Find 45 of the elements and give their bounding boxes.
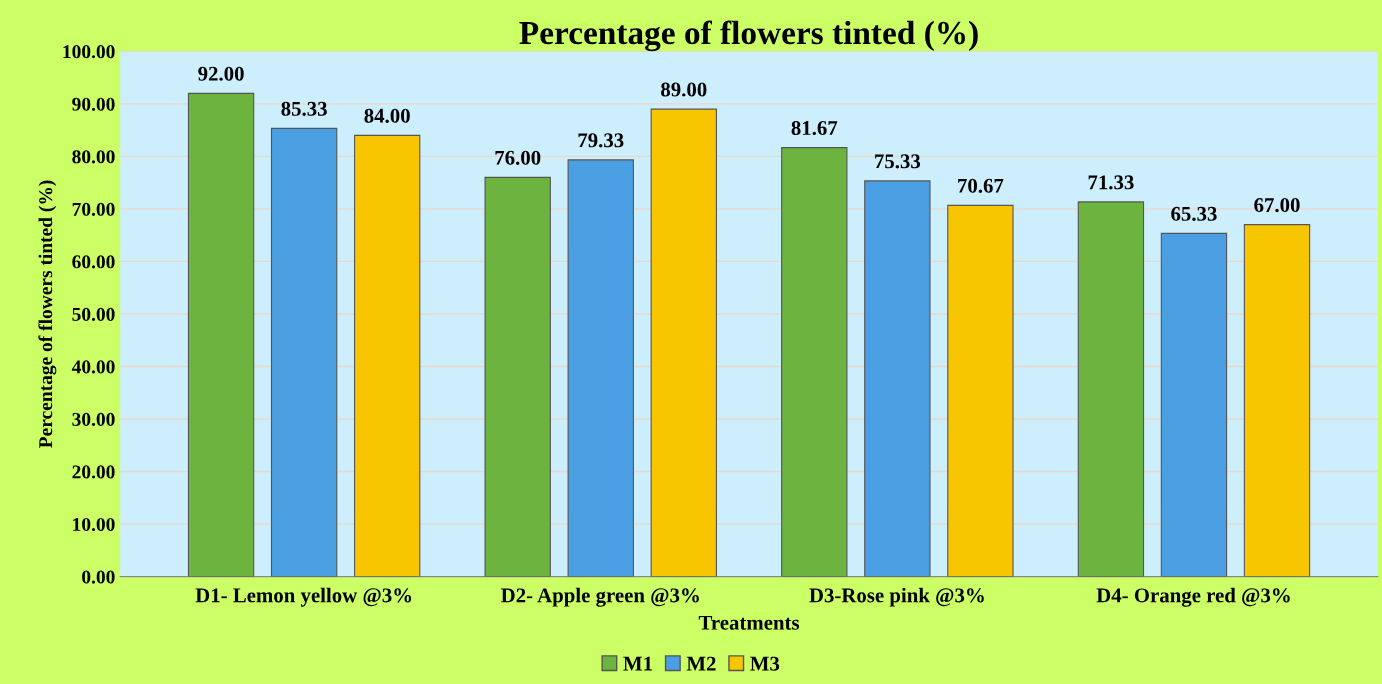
bar [1077,201,1145,577]
data-label: 65.33 [1171,206,1217,221]
y-tick-label: 30.00 [72,412,115,427]
bar [187,92,255,577]
bar [353,134,421,577]
y-axis-title: Percentage of flowers tinted (%) [38,180,57,448]
data-label: 85.33 [281,101,327,116]
data-label: 70.67 [958,178,1004,193]
y-tick-label: 100.00 [63,45,115,59]
data-label: 89.00 [661,82,707,97]
data-label: 92.00 [198,66,244,81]
y-tick-label: 90.00 [72,97,115,111]
bar [270,127,338,577]
bar [484,176,551,577]
x-tick-label: D1- Lemon yellow @3% [195,587,412,607]
bar [864,180,931,577]
x-tick-label: D2- Apple green @3% [501,587,699,607]
data-label: 71.33 [1088,175,1134,190]
y-tick-label: 40.00 [71,360,115,374]
y-tick-label: 0.00 [82,570,115,584]
x-tick-label: D3-Rose pink @3% [809,587,984,607]
y-tick-label: 60.00 [72,255,115,269]
legend-label: M2 [686,656,716,671]
y-tick-label: 10.00 [73,517,115,532]
x-tick-label: D4- Orange red @3% [1096,587,1290,607]
chart-title: Percentage of flowers tinted (%) [519,20,978,52]
data-label: 81.67 [791,120,838,136]
data-label: 67.00 [1254,198,1300,213]
bar [567,159,634,577]
data-label: 79.33 [578,133,624,148]
x-axis-title: Treatments [698,615,800,630]
y-tick-label: 20.00 [72,465,115,479]
legend-label: M1 [623,656,652,671]
bar [1243,224,1311,577]
data-label: 76.00 [495,150,541,165]
bar [1160,232,1228,577]
bar [781,147,848,577]
y-tick-label: 80.00 [72,150,115,164]
bar [650,108,717,577]
y-tick-label: 70.00 [72,202,115,216]
data-label: 84.00 [364,108,410,123]
legend-label: M3 [750,656,780,671]
bar [947,204,1014,577]
y-tick-label: 50.00 [72,307,115,321]
data-label: 75.33 [875,154,921,169]
